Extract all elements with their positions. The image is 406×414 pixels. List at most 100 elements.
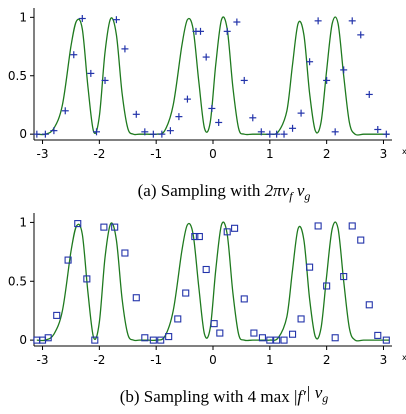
- sample-point: [223, 27, 231, 35]
- sample-point: [111, 223, 119, 231]
- y-tick-label: 0: [19, 333, 27, 347]
- sample-point: [174, 315, 182, 323]
- sample-point: [195, 232, 203, 241]
- sample-point: [374, 331, 382, 339]
- sample-point: [165, 333, 173, 341]
- x-tick-label: 1: [266, 147, 274, 161]
- x-tick-label: -2: [93, 147, 105, 161]
- sample-point: [365, 301, 373, 309]
- x-tick-label: 3: [380, 147, 388, 161]
- sample-point: [91, 336, 99, 344]
- sample-point: [121, 249, 129, 257]
- y-tick-label: 1: [19, 10, 27, 24]
- sample-point: [216, 329, 224, 337]
- y-tick-label: 0: [19, 127, 27, 141]
- panel-b: -3 -2 -1 0 1 2 3 0 0.5 1 x: [8, 213, 406, 367]
- sample-point: [183, 95, 191, 103]
- sample-point: [53, 311, 61, 319]
- x-tick-label: 0: [209, 353, 217, 367]
- sample-point: [208, 104, 216, 112]
- sample-point: [280, 336, 288, 344]
- sample-point: [149, 336, 157, 344]
- sample-point: [382, 336, 390, 344]
- sample-point: [112, 16, 120, 24]
- sample-point: [100, 223, 108, 231]
- sample-point: [141, 128, 149, 136]
- sample-point: [266, 336, 274, 344]
- sample-point: [258, 334, 266, 342]
- sample-point: [44, 334, 52, 342]
- sample-point: [141, 334, 149, 342]
- x-tick-label: 0: [209, 147, 217, 161]
- sample-point: [158, 130, 166, 138]
- sample-point: [74, 220, 82, 228]
- sample-point: [132, 110, 140, 118]
- x-tick-label: 2: [323, 147, 331, 161]
- sample-point: [61, 107, 69, 115]
- sample-point: [250, 329, 258, 337]
- sample-point: [240, 76, 248, 84]
- sample-point: [101, 76, 109, 84]
- sample-point: [202, 53, 210, 61]
- sample-point: [182, 289, 190, 297]
- sample-point: [70, 51, 78, 59]
- sample-point: [357, 236, 365, 244]
- sample-point: [93, 128, 101, 136]
- sample-point: [210, 320, 218, 328]
- sample-point: [175, 113, 183, 121]
- sample-point: [121, 45, 129, 53]
- sample-point: [191, 232, 199, 241]
- sample-point: [64, 256, 72, 264]
- sample-point: [83, 275, 91, 283]
- sample-point: [196, 27, 204, 35]
- sample-point: [306, 58, 314, 66]
- sample-point: [132, 294, 140, 302]
- sample-point: [223, 228, 231, 236]
- sample-point: [273, 130, 281, 138]
- x-tick-label: -2: [93, 353, 105, 367]
- sample-point: [297, 315, 305, 323]
- sample-point: [78, 15, 86, 23]
- sample-point: [357, 31, 365, 39]
- y-tick-label: 0.5: [8, 69, 27, 83]
- sample-point: [289, 124, 297, 132]
- sample-point: [297, 109, 305, 117]
- sample-point: [50, 127, 58, 135]
- caption-b: (b) Sampling with 4 max |f′| νg: [120, 383, 329, 406]
- caption-a: (a) Sampling with 2πνf νg: [138, 181, 311, 203]
- sample-point: [41, 130, 49, 138]
- y-tick-label: 1: [19, 215, 27, 229]
- sample-point: [149, 130, 157, 138]
- sample-point: [157, 336, 165, 344]
- sample-point: [280, 130, 288, 138]
- sample-point: [257, 128, 265, 136]
- x-tick-label: 1: [266, 353, 274, 367]
- sample-point: [202, 265, 210, 274]
- sample-point: [249, 114, 257, 122]
- sample-point: [266, 130, 274, 138]
- sample-point: [348, 222, 356, 230]
- sample-point: [231, 224, 239, 232]
- sample-point: [166, 127, 174, 135]
- x-axis-label: x: [402, 353, 406, 362]
- sample-point: [340, 66, 348, 74]
- sample-point: [382, 130, 390, 138]
- sample-point: [306, 263, 314, 271]
- sample-point: [33, 130, 41, 138]
- sample-point: [314, 17, 322, 25]
- x-tick-label: 2: [323, 353, 331, 367]
- x-axis-label: x: [402, 147, 406, 156]
- sample-point: [331, 128, 339, 136]
- x-tick-label: -3: [37, 353, 49, 367]
- panel-a: -3 -2 -1 0 1 2 3 0 0.5 1 x: [8, 8, 406, 161]
- sample-point: [365, 90, 373, 98]
- sample-point: [273, 336, 281, 344]
- sample-point: [331, 334, 339, 342]
- x-tick-label: -3: [37, 147, 49, 161]
- sample-point: [233, 18, 241, 26]
- x-tick-label: -1: [150, 353, 162, 367]
- series-curve: [36, 221, 390, 342]
- sample-point: [240, 295, 248, 303]
- sample-point: [215, 118, 223, 126]
